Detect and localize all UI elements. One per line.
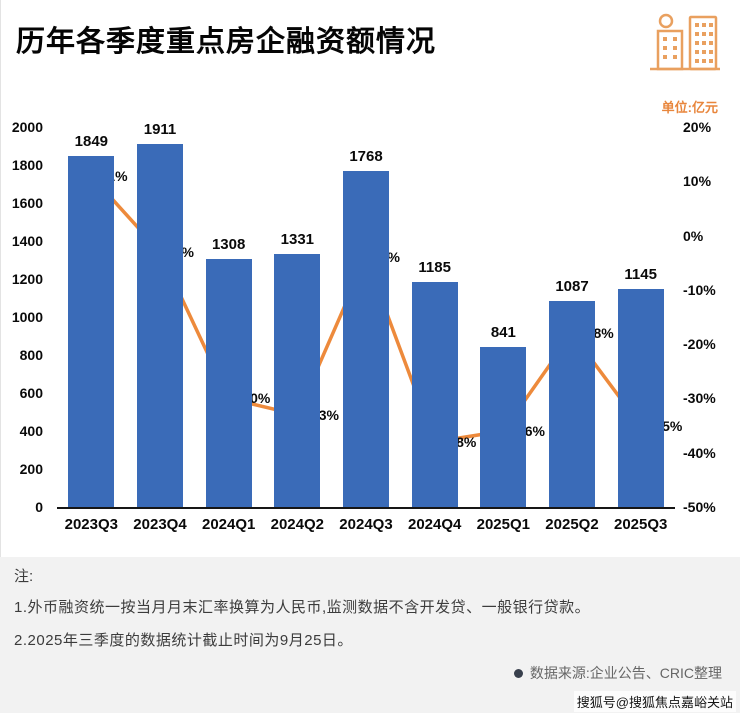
notes-label: 注: <box>14 568 34 585</box>
bar-2024Q2 <box>274 254 321 507</box>
tick-2000: 2000 <box>11 119 43 135</box>
x-label-2025Q3: 2025Q3 <box>613 516 668 533</box>
bar-value-2024Q4: 1185 <box>418 258 451 276</box>
tick-0: 0 <box>35 499 43 515</box>
tick--10%: -10% <box>683 281 716 298</box>
notes-panel: 注: 1.外币融资统一按当月月末汇率换算为人民币,监测数据不含开发贷、一般银行贷… <box>0 557 740 713</box>
x-label-2023Q4: 2023Q4 <box>133 516 187 533</box>
tick-20%: 20% <box>683 119 712 135</box>
bar-2023Q3 <box>68 155 115 507</box>
bar-value-2023Q4: 1911 <box>143 120 177 138</box>
tick-10%: 10% <box>683 173 712 190</box>
bullet-icon <box>513 668 523 678</box>
bar-2024Q1 <box>205 258 252 507</box>
right-axis: 20% 10% 0% -10% -20% -30% -40% -50% <box>681 119 737 515</box>
tick-1400: 1400 <box>11 233 43 249</box>
combo-chart: 2000 1800 1600 1400 1200 1000 800 600 400 200 0 20… <box>0 118 740 554</box>
note-line-1: 1.外币融资统一按当月月末汇率换算为人民币,监测数据不含开发贷、一般银行贷款。 <box>14 599 591 616</box>
buildings-icon <box>650 13 720 71</box>
bar-value-2025Q2: 1087 <box>555 277 589 295</box>
plot-area: 11%-3%-30%-33%-4%-38%-36%-18%-35% 184919… <box>57 121 682 509</box>
bar-value-2025Q1: 841 <box>490 324 516 342</box>
tick-600: 600 <box>19 385 43 401</box>
unit-label: 单位:亿元 <box>661 100 718 115</box>
bar-value-2023Q3: 1849 <box>74 132 109 150</box>
tick-0%: 0% <box>683 227 704 244</box>
tick-800: 800 <box>19 347 43 363</box>
tick-1000: 1000 <box>11 309 43 325</box>
bar-value-2024Q2: 1331 <box>280 231 315 249</box>
data-source: 数据来源:企业公告、CRIC整理 <box>513 663 722 683</box>
x-label-2024Q3: 2024Q3 <box>339 516 393 533</box>
tick-400: 400 <box>19 423 43 439</box>
x-label-2023Q3: 2023Q3 <box>64 516 118 533</box>
x-label-2025Q1: 2025Q1 <box>476 516 530 533</box>
bar-2024Q3 <box>343 171 389 507</box>
bar-value-2025Q3: 1145 <box>624 266 657 284</box>
tick--30%: -30% <box>683 390 716 407</box>
bar-value-2024Q3: 1768 <box>349 148 383 166</box>
sohu-watermark: 搜狐号@搜狐焦点嘉峪关站 <box>573 691 736 712</box>
left-axis: 2000 1800 1600 1400 1200 1000 800 600 400 200 0 <box>0 119 50 515</box>
page-title: 历年各季度重点房企融资额情况 <box>16 26 437 58</box>
x-label-2025Q2: 2025Q2 <box>545 516 599 533</box>
x-label-2024Q4: 2024Q4 <box>407 516 462 533</box>
tick--40%: -40% <box>683 444 716 461</box>
bar-2025Q1 <box>480 347 527 507</box>
bar-value-2024Q1: 1308 <box>211 235 246 253</box>
tick--20%: -20% <box>683 336 716 353</box>
x-label-2024Q2: 2024Q2 <box>270 516 324 533</box>
x-label-2024Q1: 2024Q1 <box>201 516 256 533</box>
bar-2023Q4 <box>137 143 183 507</box>
bar-2024Q4 <box>411 281 458 507</box>
note-line-2: 2.2025年三季度的数据统计截止时间为9月25日。 <box>14 632 353 649</box>
tick-1600: 1600 <box>11 195 43 211</box>
x-axis-labels: 2023Q3 2023Q4 2024Q1 2024Q2 2024Q3 2024Q4 2025… <box>57 516 675 540</box>
tick--50%: -50% <box>683 499 716 515</box>
tick-1800: 1800 <box>11 157 43 173</box>
bar-2025Q2 <box>549 300 595 507</box>
bar-2025Q3 <box>617 289 664 507</box>
tick-1200: 1200 <box>11 271 43 287</box>
tick-200: 200 <box>19 461 43 477</box>
data-source-text: 数据来源:企业公告、CRIC整理 <box>529 665 722 681</box>
